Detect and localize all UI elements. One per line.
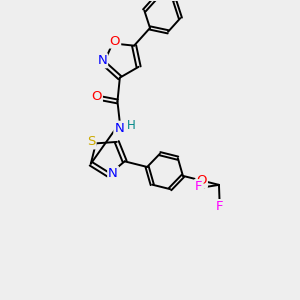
Text: O: O — [92, 91, 102, 103]
Text: H: H — [127, 119, 136, 132]
Text: N: N — [98, 54, 107, 67]
Text: N: N — [114, 122, 124, 135]
Text: N: N — [108, 167, 118, 180]
Text: O: O — [196, 174, 207, 187]
Text: O: O — [110, 34, 120, 47]
Text: F: F — [216, 200, 223, 213]
Text: S: S — [87, 135, 96, 148]
Text: F: F — [195, 180, 202, 193]
